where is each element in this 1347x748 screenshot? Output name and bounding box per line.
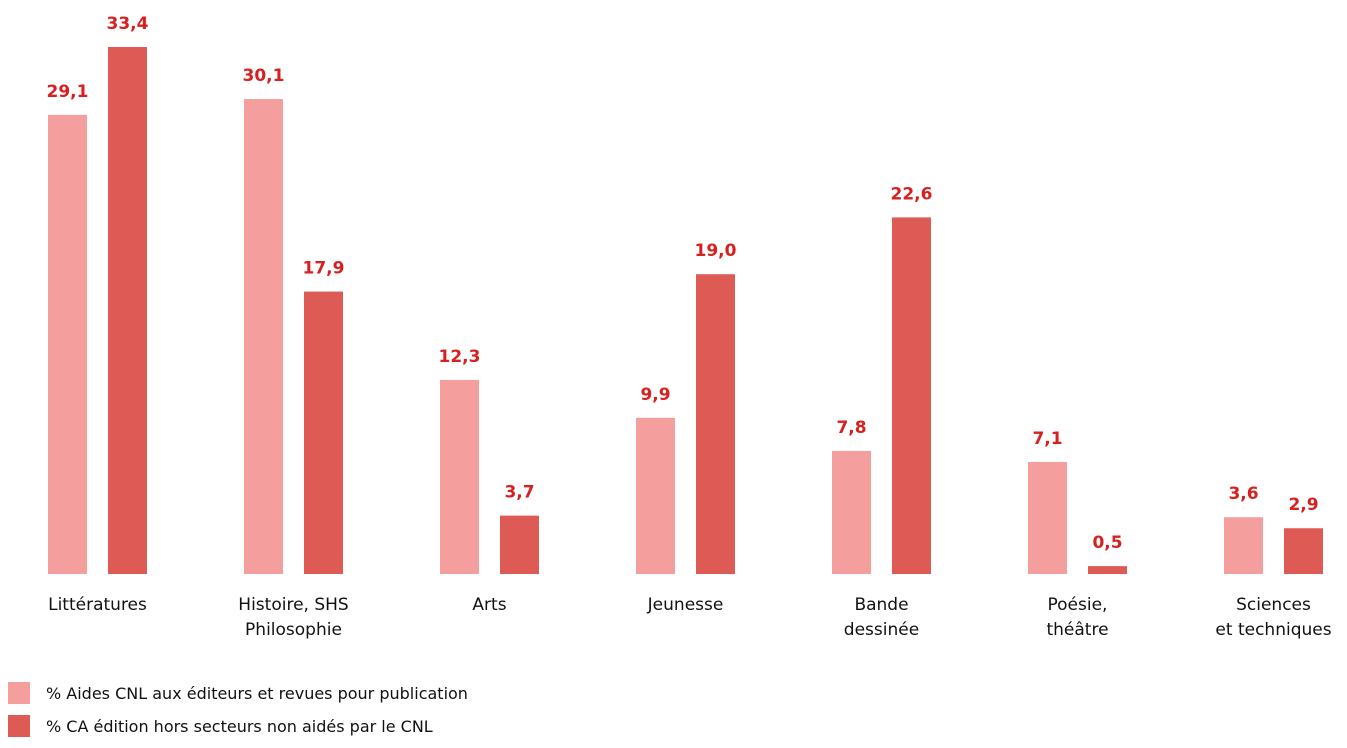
chart-legend: % Aides CNL aux éditeurs et revues pour … xyxy=(8,682,468,748)
bar-ca-2 xyxy=(500,515,539,574)
bar-aides-4 xyxy=(832,450,871,574)
legend-item-series-b: % CA édition hors secteurs non aidés par… xyxy=(8,715,468,737)
category-label-5-line-1: théâtre xyxy=(1046,620,1108,640)
category-label-1-line-1: Philosophie xyxy=(245,620,342,640)
data-label-aides-1: 30,1 xyxy=(243,66,285,86)
data-label-ca-1: 17,9 xyxy=(303,259,345,279)
legend-item-series-a: % Aides CNL aux éditeurs et revues pour … xyxy=(8,682,468,704)
bar-ca-6 xyxy=(1284,528,1323,574)
data-label-ca-3: 19,0 xyxy=(695,241,737,261)
data-label-aides-2: 12,3 xyxy=(439,347,481,367)
category-label-3: Jeunesse xyxy=(647,595,724,615)
category-label-6-line-1: et techniques xyxy=(1215,620,1331,640)
bar-ca-0 xyxy=(108,47,147,574)
legend-label-series-b: % CA édition hors secteurs non aidés par… xyxy=(46,716,433,736)
bar-aides-1 xyxy=(244,99,283,575)
legend-swatch-series-a xyxy=(8,682,30,704)
data-label-aides-5: 7,1 xyxy=(1032,429,1062,449)
data-label-ca-4: 22,6 xyxy=(891,184,933,204)
legend-label-series-a: % Aides CNL aux éditeurs et revues pour … xyxy=(46,683,468,703)
category-label-6-line-0: Sciences xyxy=(1236,595,1311,615)
data-label-ca-0: 33,4 xyxy=(107,14,149,34)
data-label-ca-6: 2,9 xyxy=(1288,495,1318,515)
grouped-bar-chart: 29,1 33,4 Littératures 30,1 17,9 Histoire, SH… xyxy=(47,14,1332,640)
bar-aides-6 xyxy=(1224,517,1263,574)
bar-aides-0 xyxy=(48,114,87,575)
data-label-ca-2: 3,7 xyxy=(504,483,534,503)
legend-swatch-series-b xyxy=(8,715,30,737)
category-label-0: Littératures xyxy=(48,595,147,615)
category-label-1-line-0: Histoire, SHS xyxy=(238,595,348,615)
category-label-4-line-0: Bande xyxy=(854,595,908,615)
data-label-aides-4: 7,8 xyxy=(836,418,866,438)
bar-aides-3 xyxy=(636,417,675,574)
category-label-2: Arts xyxy=(472,595,506,615)
bar-aides-5 xyxy=(1028,461,1067,574)
bar-aides-2 xyxy=(440,379,479,574)
bar-ca-1 xyxy=(304,291,343,574)
bar-ca-5 xyxy=(1088,566,1127,574)
data-label-aides-6: 3,6 xyxy=(1228,484,1258,504)
data-label-aides-0: 29,1 xyxy=(47,82,89,102)
category-label-5-line-0: Poésie, xyxy=(1048,595,1108,615)
category-label-4-line-1: dessinée xyxy=(844,620,919,640)
data-label-ca-5: 0,5 xyxy=(1092,533,1122,553)
data-label-aides-3: 9,9 xyxy=(640,385,670,405)
bar-ca-4 xyxy=(892,217,931,575)
bar-ca-3 xyxy=(696,274,735,574)
